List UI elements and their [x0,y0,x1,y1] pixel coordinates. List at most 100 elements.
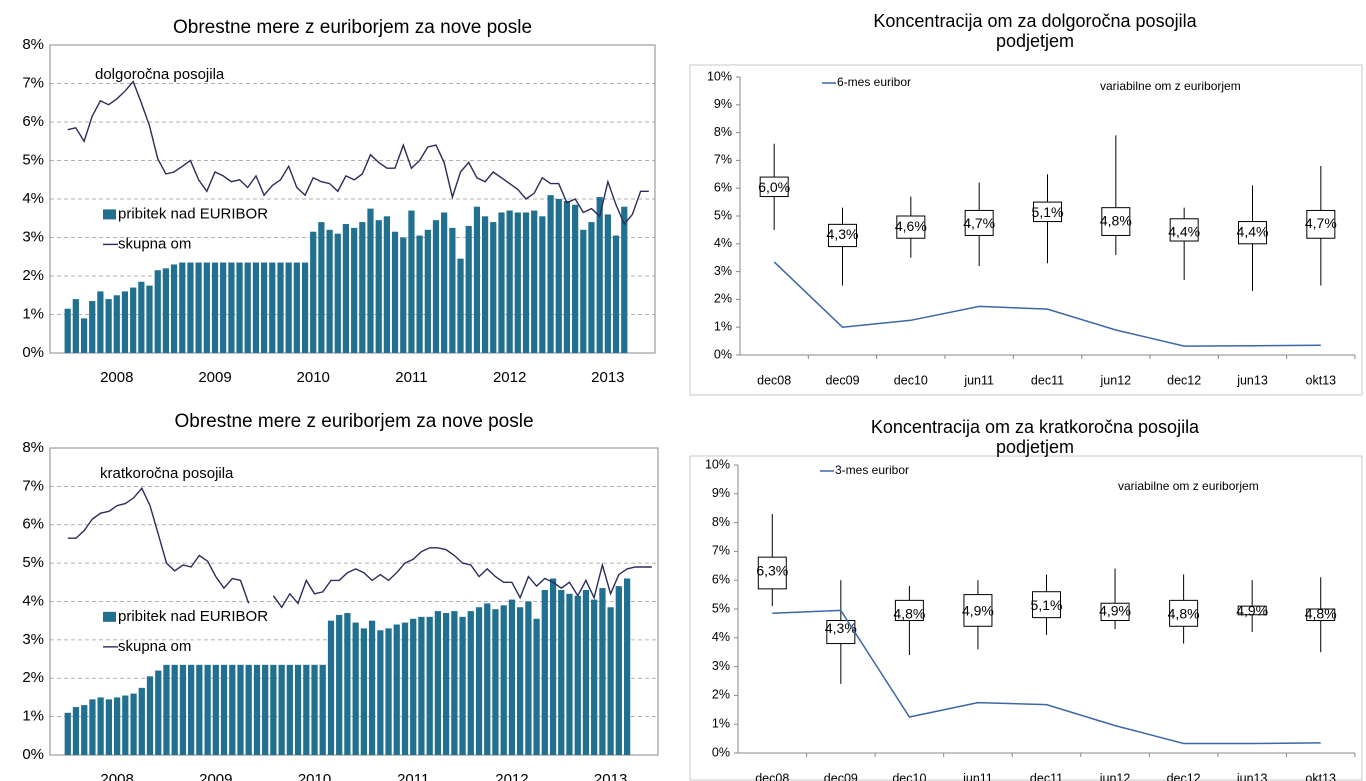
bar [72,707,80,755]
x-tick-label: dec11 [1031,373,1064,387]
box [896,215,926,239]
y-tick-label: 10% [707,69,732,83]
bar [262,664,269,755]
bar [531,210,538,353]
median-label: 4,8% [893,605,925,621]
x-tick-label: 2008 [100,369,133,386]
y-tick-label: 6% [22,113,44,130]
x-tick-label: jun13 [1236,373,1268,387]
bar [245,664,252,755]
y-tick-label: 2% [714,292,732,306]
y-tick-label: 6% [22,516,44,533]
y-tick-label: 4% [714,236,732,250]
y-tick-label: 1% [714,319,732,333]
bar [97,697,104,755]
y-tick-label: 9% [712,486,730,500]
bar [621,206,628,353]
bar [490,222,497,353]
bar [122,695,129,755]
x-tick-label: 2012 [495,771,528,781]
y-tick-label: 3% [22,631,44,648]
y-tick-label: 2% [712,688,730,702]
bar [368,620,376,755]
bar [383,216,390,353]
box [1101,207,1131,236]
x-tick-label: 2010 [297,369,330,386]
bar [566,593,573,755]
bar [416,235,423,353]
x-tick-label: 2009 [199,771,232,781]
bar [604,214,611,353]
bar [277,262,284,353]
box [757,556,787,590]
y-tick-label: 10% [705,457,730,471]
y-tick-label: 7% [22,477,44,494]
y-tick-label: 5% [714,208,732,222]
bar [442,613,450,755]
legend-label: skupna om [118,235,191,252]
bar [155,670,162,755]
box [1169,599,1199,627]
y-tick-label: 3% [22,228,44,245]
bar [418,616,425,755]
bar [196,664,203,755]
y-tick-label: 0% [712,745,730,759]
bar [253,664,261,755]
bar [146,676,154,755]
bar [506,210,513,353]
median-label: 4,7% [1305,215,1337,231]
bar [401,622,409,755]
bar [138,281,145,353]
x-tick-label: jun13 [1236,771,1268,781]
y-tick-label: 8% [714,125,732,139]
y-tick-label: 6% [712,572,730,586]
bar [113,697,121,755]
bar [615,586,622,755]
median-label: 4,9% [962,603,994,619]
bar [558,589,565,755]
x-tick-label: 2010 [298,771,331,781]
bar [342,224,350,353]
bar [441,212,448,353]
median-label: 4,4% [1168,223,1200,239]
y-tick-label: 0% [22,746,44,763]
bar [377,630,384,755]
legend-label: pribitek nad EURIBOR [118,608,268,625]
bar [525,601,532,755]
y-tick-label: 2% [22,267,44,284]
line [772,609,1321,745]
bar [220,262,227,353]
bar [582,589,590,755]
bar [336,614,343,755]
y-tick-label: 0% [22,344,44,361]
bar [591,599,598,755]
bar [508,599,516,755]
y-tick-label: 3% [712,659,730,673]
box [759,176,789,198]
bar [72,299,79,353]
bar [229,664,236,755]
x-tick-label: dec09 [825,373,859,387]
bar [547,195,554,353]
y-tick-label: 2% [22,669,44,686]
x-tick-label: 2009 [198,369,231,386]
bar [426,616,433,755]
annotation: kratkoročna posojila [100,465,234,482]
box [828,223,857,248]
box [1169,218,1199,242]
y-tick-label: 1% [22,708,44,725]
chart-title: Obrestne mere z euriborjem za nove posle [173,17,532,38]
bar [514,212,521,353]
bar [319,664,326,755]
y-tick-label: 9% [714,97,732,111]
bar [303,664,310,755]
x-tick-label: jun11 [963,373,994,387]
median-label: 4,9% [1236,603,1268,619]
bar [179,262,186,353]
bar [121,291,129,353]
bar [89,699,96,755]
median-label: 6,0% [758,179,790,195]
bar [352,622,359,755]
bar [89,301,96,353]
